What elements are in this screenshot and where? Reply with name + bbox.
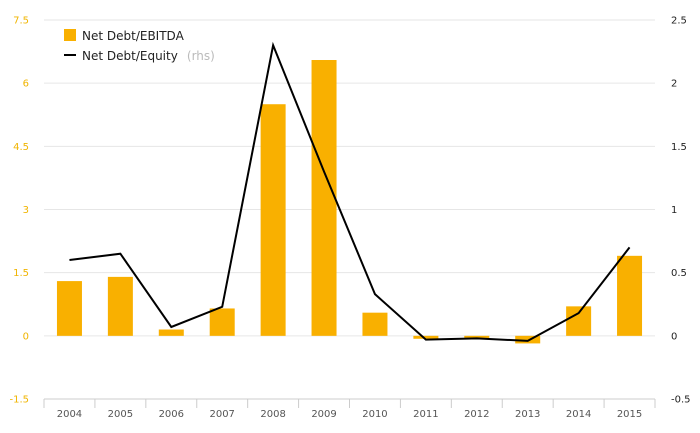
x-tick-label: 2009 xyxy=(311,409,336,420)
left-tick-label: 1.5 xyxy=(13,268,29,279)
x-tick-label: 2007 xyxy=(209,409,234,420)
line-net-debt-equity xyxy=(69,41,631,342)
x-tick-label: 2004 xyxy=(57,409,82,420)
bar-2005 xyxy=(107,276,133,336)
right-tick-label: 1.5 xyxy=(671,142,687,153)
line-series-net-debt-equity xyxy=(69,41,631,342)
bar-2014 xyxy=(566,306,592,336)
x-tick-label: 2012 xyxy=(464,409,489,420)
x-tick-label: 2008 xyxy=(260,409,285,420)
bar-2006 xyxy=(158,329,184,336)
right-tick-label: 2.5 xyxy=(671,16,687,27)
right-axis: 2.5 2 1.5 1 0.5 0 -0.5 xyxy=(671,16,691,406)
bar-2013 xyxy=(515,335,541,344)
bar-2008 xyxy=(260,104,286,336)
x-tick-label: 2005 xyxy=(108,409,133,420)
right-tick-label: -0.5 xyxy=(671,395,691,406)
right-tick-label: 0.5 xyxy=(671,268,687,279)
right-tick-label: 0 xyxy=(671,331,677,342)
bar-2007 xyxy=(209,308,235,336)
x-tick-label: 2013 xyxy=(515,409,540,420)
legend: Net Debt/EBITDA Net Debt/Equity (rhs) xyxy=(64,29,215,64)
x-axis: 2004 2005 2006 2007 2008 2009 2010 2011 2012 2013… xyxy=(43,398,656,420)
legend-label-net-debt-ebitda: Net Debt/EBITDA xyxy=(82,29,185,43)
legend-label-net-debt-equity-name: Net Debt/Equity xyxy=(82,49,178,63)
left-tick-label: 4.5 xyxy=(13,142,29,153)
legend-swatch-net-debt-ebitda xyxy=(64,29,76,41)
bar-2009 xyxy=(311,60,337,336)
bar-2011 xyxy=(413,335,439,339)
bar-2004 xyxy=(56,281,82,336)
bar-2012 xyxy=(464,335,490,338)
x-tick-label: 2006 xyxy=(159,409,184,420)
x-tick-label: 2015 xyxy=(617,409,642,420)
x-tick-label: 2014 xyxy=(566,409,591,420)
left-axis: 7.5 6 4.5 3 1.5 0 -1.5 xyxy=(9,16,29,406)
left-tick-label: 0 xyxy=(23,331,29,342)
right-tick-label: 2 xyxy=(671,79,677,90)
x-tick-label: 2011 xyxy=(413,409,438,420)
bar-series-net-debt-ebitda xyxy=(56,60,643,344)
x-tick-label: 2010 xyxy=(362,409,387,420)
left-tick-label: 3 xyxy=(23,205,29,216)
legend-label-net-debt-equity-suffix: (rhs) xyxy=(187,49,215,63)
bar-2015 xyxy=(617,255,643,336)
legend-label-net-debt-equity: Net Debt/Equity (rhs) xyxy=(82,45,215,64)
gridlines xyxy=(44,19,655,337)
right-tick-label: 1 xyxy=(671,205,677,216)
bar-2010 xyxy=(362,312,388,336)
left-tick-label: 6 xyxy=(23,79,29,90)
left-tick-label: -1.5 xyxy=(9,395,29,406)
left-tick-label: 7.5 xyxy=(13,16,29,27)
